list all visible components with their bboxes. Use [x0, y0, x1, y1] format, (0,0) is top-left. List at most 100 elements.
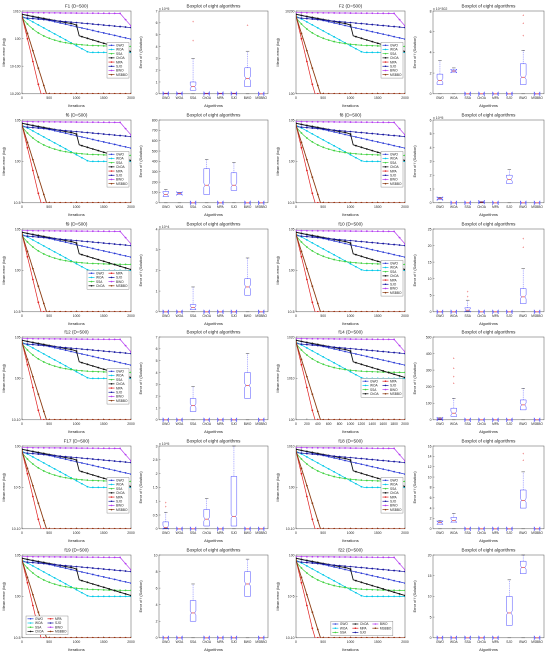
y-tick-label: 1010 — [287, 444, 295, 448]
series-marker-woa — [365, 51, 368, 54]
legend-marker — [384, 483, 387, 486]
series-marker-mpa — [300, 255, 303, 258]
y-tick-label: 15 — [428, 574, 432, 578]
box-bwo — [244, 67, 251, 87]
series-marker-msbbo — [81, 419, 83, 421]
series-marker-sjo — [393, 352, 395, 354]
series-marker-bwo — [311, 555, 314, 558]
series-marker-ssa — [333, 367, 336, 369]
y-tick-label: 4 — [156, 603, 158, 607]
series-marker-bwo — [64, 556, 67, 558]
legend-label-woa: WOA — [390, 156, 398, 160]
series-marker-choa — [376, 586, 379, 589]
series-marker-choa — [404, 594, 405, 597]
series-marker-bwo — [349, 556, 352, 558]
series-marker-choa — [365, 147, 368, 150]
box-gwo — [162, 190, 169, 197]
series-marker-ssa — [53, 256, 56, 259]
series-marker-sjo — [344, 238, 346, 241]
series-marker-bwo — [86, 556, 89, 559]
series-marker-ssa — [371, 588, 374, 591]
series-marker-bwo — [382, 230, 385, 232]
series-marker-gwo — [119, 144, 121, 147]
series-marker-bwo — [349, 447, 352, 450]
y-tick-label: 0 — [430, 527, 432, 531]
series-marker-gwo — [333, 566, 336, 568]
series-marker-bwo — [26, 555, 29, 558]
series-marker-woa — [81, 591, 83, 594]
series-marker-sjo — [327, 563, 330, 566]
x-tick-label: 1000 — [73, 640, 81, 644]
series-marker-ssa — [119, 589, 121, 592]
x-tick-label: 1500 — [374, 205, 382, 209]
x-tick-label: 0 — [21, 640, 23, 644]
series-marker-choa — [86, 581, 89, 584]
series-marker-gwo — [113, 34, 116, 37]
series-marker-woa — [327, 141, 330, 144]
series-marker-ssa — [376, 480, 379, 483]
series-marker-ssa — [119, 262, 121, 265]
x-tick-label: 0 — [295, 205, 297, 209]
series-group — [296, 446, 405, 529]
x-tick-label: 1500 — [100, 640, 108, 644]
category-label-woa: WOA — [176, 640, 184, 644]
series-marker-choa — [306, 124, 308, 127]
series-marker-sjo — [48, 128, 51, 130]
y-tick-label: 0 — [430, 92, 432, 96]
series-marker-gwo — [113, 143, 116, 146]
series-marker-gwo — [119, 579, 121, 582]
series-marker-choa — [32, 341, 34, 344]
series-marker-choa — [108, 261, 111, 264]
box-mpa — [492, 91, 499, 97]
series-marker-sjo — [119, 25, 121, 28]
series-marker-bwo — [322, 338, 325, 341]
category-label-bwo: BWO — [519, 313, 527, 317]
series-marker-ssa — [360, 479, 363, 482]
y-tick-label: 0 — [430, 636, 432, 640]
y-tick-label: 100 — [15, 444, 21, 448]
series-marker-sjo — [371, 241, 374, 244]
legend-label-ssa: SSA — [390, 52, 397, 56]
series-marker-bwo — [108, 12, 111, 15]
x-tick-label: 500 — [46, 205, 52, 209]
series-marker-woa — [59, 579, 62, 582]
series-marker-bwo — [365, 556, 368, 559]
legend-marker — [354, 623, 357, 625]
series-marker-woa — [376, 160, 379, 163]
series-marker-bwo — [70, 556, 72, 558]
legend-label-ssa: SSA — [390, 269, 397, 273]
series-marker-bwo — [349, 229, 352, 232]
y-tick-label: 0 — [156, 201, 158, 205]
series-marker-gwo — [130, 38, 131, 41]
box-choa — [203, 90, 210, 97]
series-marker-woa — [32, 238, 34, 241]
series-marker-woa — [108, 595, 111, 598]
box-ssa — [464, 635, 471, 641]
series-marker-choa — [349, 241, 352, 244]
x-axis-label: Iterations — [68, 320, 84, 325]
series-marker-sjo — [311, 453, 314, 456]
series-marker-ssa — [327, 39, 330, 42]
legend-label-woa: WOA — [35, 621, 43, 625]
series-marker-msbbo — [108, 419, 111, 421]
series-marker-sjo — [64, 455, 67, 458]
series-marker-woa — [333, 362, 336, 365]
category-label-choa: ChOA — [202, 422, 212, 426]
box-sjo — [506, 308, 513, 315]
x-tick-label: 200 — [304, 422, 310, 426]
series-marker-woa — [37, 132, 40, 135]
series-marker-sjo — [404, 244, 405, 247]
box-outlier-woa: + — [453, 357, 455, 361]
series-marker-msbbo — [365, 92, 368, 94]
series-marker-sjo — [59, 564, 62, 567]
x-tick-label: 2000 — [401, 422, 409, 426]
series-marker-bwo — [37, 229, 40, 232]
series-marker-woa — [338, 256, 341, 259]
legend-label-msbbo: MSBBO — [55, 630, 67, 634]
series-marker-ssa — [26, 23, 29, 25]
series-marker-ssa — [344, 477, 346, 480]
series-marker-sjo — [91, 349, 94, 352]
series-marker-gwo — [338, 132, 341, 134]
series-marker-ssa — [360, 44, 363, 47]
series-marker-bwo — [59, 229, 62, 232]
